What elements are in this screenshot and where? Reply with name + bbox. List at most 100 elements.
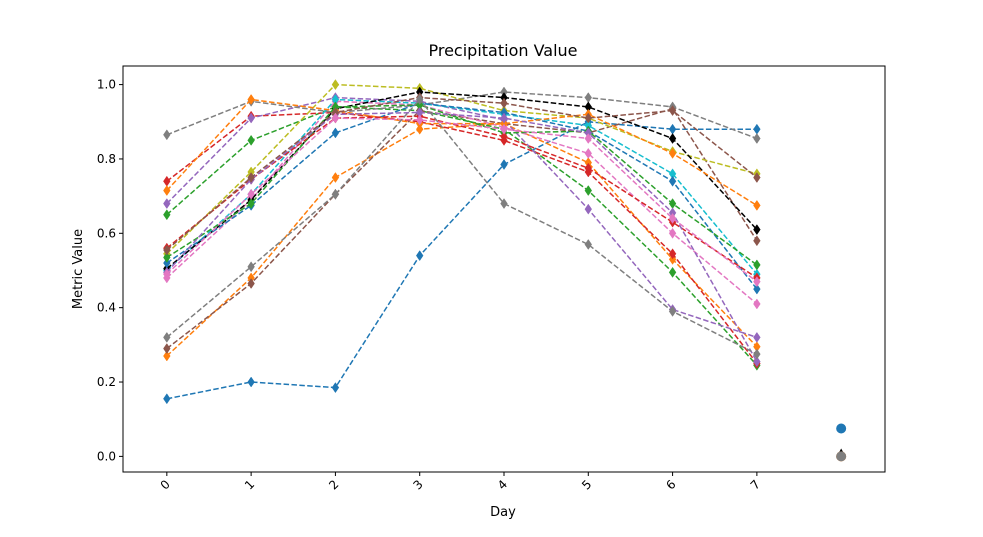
data-point — [331, 112, 340, 124]
y-tick-label: 0.4 — [97, 301, 116, 315]
data-point — [416, 94, 424, 105]
data-point — [584, 162, 592, 174]
data-point — [753, 172, 761, 183]
y-tick-label: 0.8 — [97, 152, 116, 166]
data-point — [668, 147, 677, 159]
series-line — [166, 98, 758, 355]
data-point — [163, 343, 171, 355]
data-point — [753, 224, 761, 236]
series-14 — [163, 99, 761, 271]
data-point — [247, 188, 255, 200]
x-axis-label: Day — [490, 505, 516, 520]
data-point — [753, 298, 761, 310]
series-line — [166, 91, 758, 270]
data-point — [753, 259, 761, 271]
data-point — [584, 185, 592, 196]
series-16 — [163, 107, 761, 368]
series-layer — [163, 79, 761, 405]
series-line — [166, 121, 757, 400]
data-point — [668, 266, 677, 278]
series-line — [166, 98, 758, 275]
data-point — [416, 123, 424, 135]
data-point — [163, 393, 171, 405]
data-point — [753, 133, 761, 144]
data-point — [668, 248, 677, 260]
series-line — [166, 106, 758, 366]
series-line — [166, 117, 758, 283]
data-point — [500, 198, 508, 210]
series-line — [166, 83, 758, 255]
data-point — [247, 94, 255, 105]
data-point — [331, 79, 340, 91]
data-point — [331, 188, 340, 200]
data-point — [247, 172, 255, 183]
data-point — [163, 129, 171, 141]
data-point — [163, 244, 171, 256]
extra-point-circle — [836, 451, 847, 462]
series-19 — [163, 94, 761, 360]
data-point — [331, 172, 340, 183]
data-point — [163, 331, 171, 343]
data-point — [584, 112, 592, 124]
series-line — [166, 111, 758, 364]
data-point — [247, 198, 255, 210]
data-point — [668, 212, 677, 224]
series-line — [166, 111, 758, 362]
data-point — [753, 283, 761, 295]
data-point — [247, 134, 255, 146]
data-point — [753, 348, 761, 360]
chart-title: Precipitation Value — [428, 41, 577, 60]
y-tick-label: 0.0 — [97, 449, 116, 463]
data-point — [331, 127, 340, 139]
data-point — [500, 97, 508, 109]
data-point — [584, 203, 592, 215]
data-point — [500, 131, 508, 143]
y-tick-label: 0.2 — [97, 375, 116, 389]
data-point — [331, 382, 340, 394]
y-tick-label: 0.6 — [97, 226, 116, 240]
data-point — [247, 278, 255, 289]
data-point — [668, 227, 677, 239]
data-point — [753, 276, 761, 288]
series-line — [166, 96, 758, 339]
plot-area — [122, 65, 886, 473]
series-line — [166, 96, 758, 251]
data-point — [668, 105, 677, 117]
series-17 — [163, 92, 761, 256]
data-point — [500, 112, 508, 124]
series-line — [166, 98, 758, 207]
series-line — [166, 100, 758, 305]
data-point — [753, 331, 761, 343]
data-point — [416, 114, 424, 126]
data-point — [247, 376, 255, 388]
data-point — [668, 133, 677, 144]
data-point — [753, 356, 761, 368]
series-line — [166, 122, 758, 357]
data-point — [163, 185, 171, 196]
data-point — [500, 123, 508, 135]
data-point — [163, 209, 171, 221]
data-point — [668, 305, 677, 317]
series-18 — [163, 112, 761, 288]
series-line — [166, 104, 758, 266]
data-point — [416, 250, 424, 262]
extra-point-circle — [836, 423, 847, 434]
series-line — [166, 102, 758, 290]
data-point — [163, 198, 171, 210]
data-point — [247, 261, 255, 273]
series-2 — [163, 118, 761, 362]
data-point — [247, 112, 255, 124]
data-point — [163, 268, 171, 280]
data-point — [163, 350, 171, 362]
y-axis-label: Metric Value — [71, 229, 86, 309]
series-line — [166, 91, 758, 140]
data-point — [668, 175, 677, 187]
extra-points-layer — [836, 423, 847, 462]
data-point — [753, 235, 761, 247]
data-point — [163, 252, 171, 263]
data-point — [584, 239, 592, 250]
series-line — [166, 115, 758, 279]
